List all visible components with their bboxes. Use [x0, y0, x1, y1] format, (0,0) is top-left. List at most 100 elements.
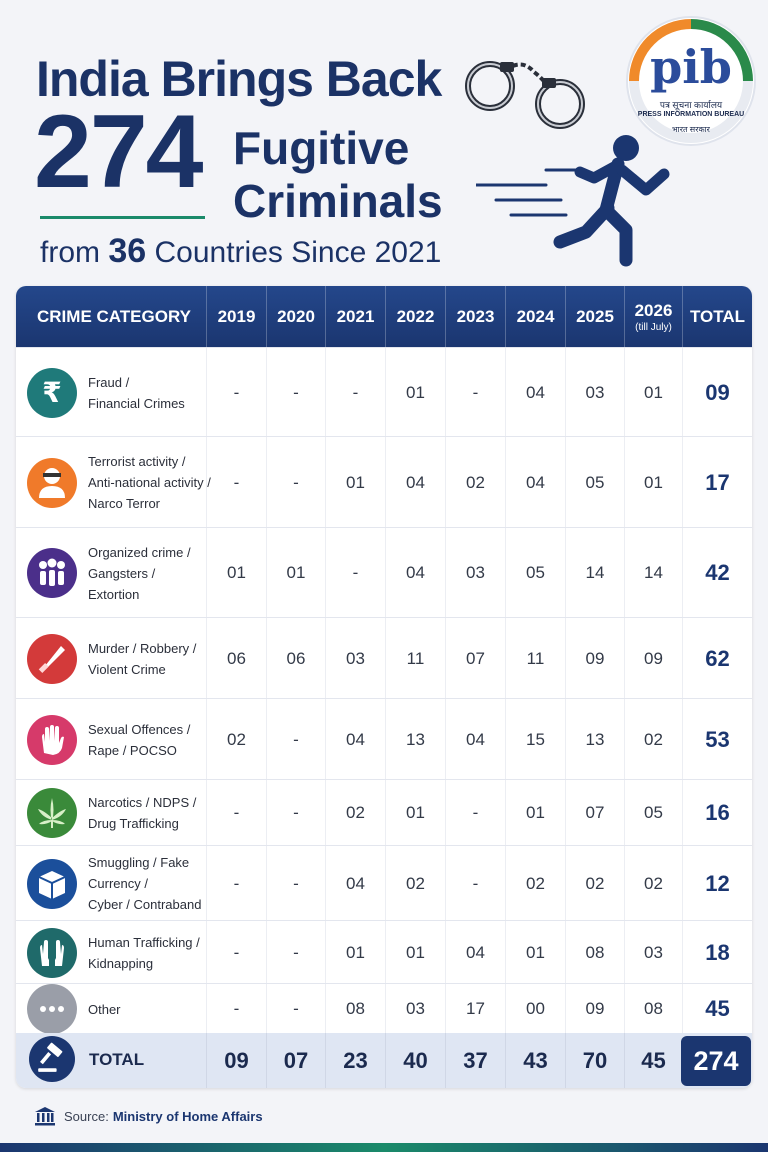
year-value: - — [206, 984, 266, 1034]
year-value: - — [266, 348, 325, 437]
year-value: 03 — [385, 984, 445, 1034]
category-label-line: Currency / — [88, 876, 148, 891]
masked-person-icon — [27, 457, 77, 508]
header-label: 2021 — [336, 306, 375, 326]
knife-icon — [27, 633, 77, 684]
category-label-line: Sexual Offences / — [88, 721, 191, 737]
source-label: Source: — [64, 1108, 109, 1124]
logo-ring — [629, 19, 753, 143]
category-label-line: Gangsters / — [88, 565, 156, 581]
category-label-line: Fraud / — [88, 374, 130, 390]
category-label-line: Murder / Robbery / — [88, 640, 197, 656]
table-row: Narcotics / NDPS / Drug Trafficking - -02 01… — [16, 779, 752, 846]
header-2023: 2023 — [445, 286, 505, 347]
year-value: - — [445, 348, 505, 437]
year-value: 02 — [385, 846, 445, 921]
year-value: 11 — [385, 618, 445, 699]
year-value: 01 — [325, 921, 385, 984]
year-value: - — [445, 780, 505, 846]
year-value: 15 — [505, 699, 565, 780]
category-label: Fraud / Financial Crimes — [88, 372, 185, 414]
table-row: Terrorist activity / Anti-national activi… — [16, 436, 752, 528]
year-value: - — [206, 437, 266, 528]
year-value: 09 — [565, 618, 624, 699]
year-value: 02 — [206, 699, 266, 780]
year-value: 07 — [445, 618, 505, 699]
header-2026: 2026 (till July) — [624, 286, 682, 347]
year-value: 02 — [505, 846, 565, 921]
year-total: 23 — [325, 1033, 385, 1088]
category-label: Smuggling / Fake Currency / Cyber / Contra… — [88, 852, 201, 915]
year-value: 14 — [624, 528, 682, 618]
year-value: 02 — [624, 699, 682, 780]
year-value: 04 — [505, 437, 565, 528]
category-label-line: Anti-national activity / — [88, 475, 211, 490]
category-label-line: Financial Crimes — [88, 395, 185, 411]
subtitle-number: 36 — [108, 232, 147, 270]
row-total: 42 — [682, 528, 752, 618]
gavel-icon — [29, 1036, 75, 1082]
header-2025: 2025 — [565, 286, 624, 347]
source-value: Ministry of Home Affairs — [112, 1108, 263, 1124]
grand-total: 274 — [681, 1036, 751, 1086]
category-label-line: Human Trafficking / — [88, 934, 200, 950]
year-total: 09 — [206, 1033, 266, 1088]
year-value: 08 — [624, 984, 682, 1034]
logo-hindi-top: पत्र सूचना कार्यालय — [659, 100, 723, 110]
category-label: Terrorist activity / Anti-national activi… — [88, 451, 211, 514]
year-value: 02 — [565, 846, 624, 921]
logo-english: PRESS INFORMATION BUREAU — [637, 111, 745, 118]
header-label: TOTAL — [689, 306, 746, 326]
year-value: 05 — [505, 528, 565, 618]
category-label-line: Narco Terror — [88, 496, 161, 511]
header-label: 2023 — [456, 306, 495, 326]
totals-label: TOTAL — [89, 1050, 145, 1069]
row-total: 62 — [682, 618, 752, 699]
table-row: Sexual Offences / Rape / POCSO 02-04 13 04 15… — [16, 698, 752, 780]
pib-logo: pib पत्र सूचना कार्यालय PRESS INFORMATIO… — [626, 16, 756, 146]
category-label-line: Organized crime / — [88, 544, 191, 560]
year-value: 04 — [445, 699, 505, 780]
year-total: 07 — [266, 1033, 325, 1088]
year-value: - — [266, 984, 325, 1034]
category-label: Organized crime / Gangsters / Extortion — [88, 542, 191, 605]
year-value: 05 — [565, 437, 624, 528]
year-total: 70 — [565, 1033, 624, 1088]
year-total: 37 — [445, 1033, 505, 1088]
category-label-line: Smuggling / Fake — [88, 855, 190, 870]
year-value: 01 — [624, 437, 682, 528]
headline-line1: India Brings Back — [36, 51, 442, 107]
table-row: Smuggling / Fake Currency / Cyber / Contra… — [16, 845, 752, 921]
bottom-bar — [0, 1143, 768, 1152]
header-2019: 2019 — [206, 286, 266, 347]
year-value: 08 — [565, 921, 624, 984]
category-label-line: Kidnapping — [88, 955, 154, 971]
year-value: 01 — [325, 437, 385, 528]
year-value: 01 — [385, 780, 445, 846]
year-value: 04 — [325, 846, 385, 921]
year-value: - — [325, 528, 385, 618]
table-row: Other - -08 03 17 00 09 08 45 — [16, 983, 752, 1034]
year-value: 17 — [445, 984, 505, 1034]
table-row: Human Trafficking / Kidnapping - -01 01 04 01 0… — [16, 920, 752, 984]
year-value: 02 — [325, 780, 385, 846]
year-value: 13 — [385, 699, 445, 780]
category-label: Narcotics / NDPS / Drug Trafficking — [88, 792, 196, 834]
cannabis-leaf-icon — [27, 788, 77, 838]
header-note: (till July) — [635, 321, 672, 333]
year-value: 01 — [385, 921, 445, 984]
header-crime-category: CRIME CATEGORY — [16, 286, 206, 347]
category-label: Sexual Offences / Rape / POCSO — [88, 719, 190, 761]
year-value: 04 — [385, 437, 445, 528]
year-value: 03 — [445, 528, 505, 618]
ellipsis-icon — [27, 984, 77, 1034]
year-value: 06 — [266, 618, 325, 699]
category-label-line: Extortion — [88, 586, 140, 602]
row-total: 17 — [682, 437, 752, 528]
table-row: ₹ Fraud / Financial Crimes - - -01-04 03 01 09 — [16, 347, 752, 437]
year-value: 09 — [565, 984, 624, 1034]
year-value: 08 — [325, 984, 385, 1034]
year-total: 40 — [385, 1033, 445, 1088]
category-label: Murder / Robbery / Violent Crime — [88, 638, 196, 680]
number-underline — [40, 216, 205, 219]
